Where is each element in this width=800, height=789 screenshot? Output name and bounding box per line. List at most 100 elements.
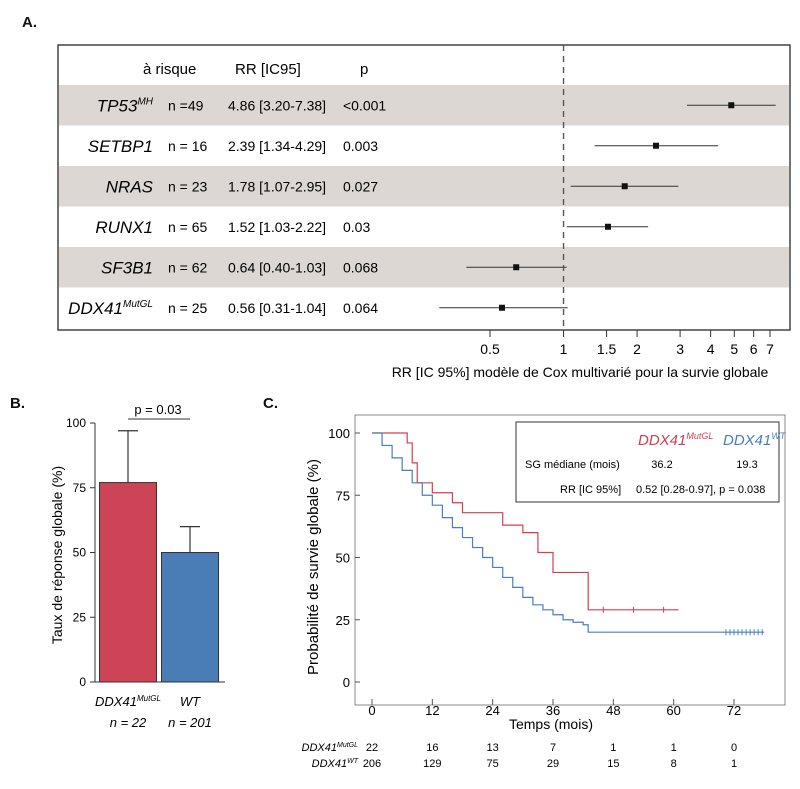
forest-tick-label: 6 bbox=[750, 341, 758, 357]
forest-gene-label: SF3B1 bbox=[101, 258, 153, 277]
forest-gene-label: RUNX1 bbox=[95, 218, 153, 237]
legend-mut-label: DDX41MutGL bbox=[638, 431, 713, 449]
risk-wt-count: 75 bbox=[487, 758, 499, 770]
risk-mut-count: 7 bbox=[550, 742, 556, 754]
forest-n: n = 65 bbox=[168, 219, 208, 235]
legend-mut-name: DDX41 bbox=[638, 432, 686, 449]
bar-n-label: n = 22 bbox=[110, 715, 147, 730]
forest-xlabel: RR [IC 95%] modèle de Cox multivarié pou… bbox=[392, 364, 769, 380]
bar-ylabel: Taux de réponse globale (%) bbox=[49, 466, 65, 644]
forest-rr-text: 0.64 [0.40-1.03] bbox=[228, 259, 326, 275]
legend-median-wt: 19.3 bbox=[736, 459, 757, 471]
km-xlabel: Temps (mois) bbox=[509, 716, 593, 732]
km-ylabel: Probabilité de survie globale (%) bbox=[305, 459, 322, 675]
km-survival-chart: Probabilité de survie globale (%) 0 25 50 7… bbox=[302, 414, 787, 770]
bar-category-sup: MutGL bbox=[137, 694, 161, 703]
gene-name: SF3B1 bbox=[101, 258, 153, 277]
gene-sup: MutGL bbox=[123, 299, 153, 310]
bar-category-name: DDX41 bbox=[95, 694, 137, 709]
risk-wt-count: 29 bbox=[547, 758, 559, 770]
legend-wt-sup: WT bbox=[771, 431, 786, 441]
forest-tick-label: 7 bbox=[766, 341, 774, 357]
forest-tick-label: 4 bbox=[707, 341, 715, 357]
forest-frame bbox=[57, 44, 791, 331]
bar-n-label: n = 201 bbox=[168, 715, 212, 730]
forest-n: n = 16 bbox=[168, 138, 208, 154]
forest-gene-label: DDX41MutGL bbox=[68, 299, 153, 318]
risk-mut-count: 1 bbox=[610, 742, 616, 754]
header-rr: RR [IC95] bbox=[235, 61, 301, 78]
km-xtick-label: 48 bbox=[606, 703, 620, 718]
gene-sup: MH bbox=[137, 96, 153, 107]
forest-point bbox=[499, 304, 506, 311]
km-xtick-label: 0 bbox=[368, 703, 375, 718]
risk-mut-name: DDX41 bbox=[302, 742, 337, 754]
gene-name: SETBP1 bbox=[88, 137, 153, 156]
panel-a-label: A. bbox=[22, 14, 37, 31]
km-ytick-label: 100 bbox=[328, 426, 350, 441]
forest-tick-label: 0.5 bbox=[480, 341, 500, 357]
km-ytick-label: 25 bbox=[336, 613, 350, 628]
forest-rr-text: 1.78 [1.07-2.95] bbox=[228, 178, 326, 194]
km-xtick-label: 24 bbox=[485, 703, 499, 718]
risk-wt-name: DDX41 bbox=[312, 758, 347, 770]
km-ytick-label: 50 bbox=[336, 551, 350, 566]
forest-rr-text: 2.39 [1.34-4.29] bbox=[228, 138, 326, 154]
forest-p: 0.064 bbox=[343, 300, 378, 316]
forest-gene-label: NRAS bbox=[106, 177, 154, 196]
risk-mut-label: DDX41MutGL bbox=[302, 742, 359, 754]
response-bar-chart: Taux de réponse globale (%) 0 25 50 75 100 D… bbox=[49, 402, 225, 730]
legend-median-label: SG médiane (mois) bbox=[525, 459, 620, 471]
bar-ytick-label: 75 bbox=[73, 481, 87, 495]
km-xtick-label: 60 bbox=[666, 703, 680, 718]
bar-category-name: WT bbox=[180, 694, 201, 709]
forest-tick-label: 5 bbox=[730, 341, 738, 357]
km-curve-mut bbox=[372, 432, 679, 611]
km-xtick-label: 72 bbox=[727, 703, 741, 718]
forest-point bbox=[728, 102, 735, 109]
forest-p: 0.068 bbox=[343, 259, 378, 275]
risk-mut-count: 16 bbox=[426, 742, 438, 754]
forest-p: 0.003 bbox=[343, 138, 378, 154]
risk-mut-count: 13 bbox=[487, 742, 499, 754]
bar-category-label: WT bbox=[180, 694, 201, 709]
forest-n: n =49 bbox=[168, 97, 204, 113]
forest-tick-label: 1.5 bbox=[597, 341, 617, 357]
km-legend-box bbox=[515, 421, 780, 503]
forest-n: n = 23 bbox=[168, 178, 208, 194]
bar-ytick-label: 0 bbox=[79, 675, 86, 689]
panel-c-label: C. bbox=[263, 395, 278, 412]
forest-n: n = 62 bbox=[168, 259, 208, 275]
risk-mut-sup: MutGL bbox=[337, 742, 358, 749]
forest-tick-label: 3 bbox=[676, 341, 684, 357]
bar-ytick-label: 50 bbox=[73, 546, 87, 560]
forest-tick-label: 1 bbox=[560, 341, 568, 357]
legend-rr-value: 0.52 [0.28-0.97], p = 0.038 bbox=[636, 484, 765, 496]
forest-rr-text: 1.52 [1.03-2.22] bbox=[228, 219, 326, 235]
gene-name: DDX41 bbox=[68, 299, 123, 318]
forest-point bbox=[604, 223, 611, 230]
km-curve-wt bbox=[372, 432, 765, 633]
forest-p: 0.03 bbox=[343, 219, 370, 235]
risk-wt-count: 206 bbox=[363, 758, 381, 770]
risk-mut-count: 22 bbox=[366, 742, 378, 754]
risk-wt-count: 8 bbox=[671, 758, 677, 770]
bar-category-label: DDX41MutGL bbox=[95, 694, 161, 709]
bar-ytick-label: 25 bbox=[73, 610, 87, 624]
forest-point bbox=[652, 142, 659, 149]
forest-rr-text: 4.86 [3.20-7.38] bbox=[228, 97, 326, 113]
km-ytick-label: 75 bbox=[336, 488, 350, 503]
legend-wt-label: DDX41WT bbox=[723, 431, 787, 449]
legend-wt-name: DDX41 bbox=[723, 432, 771, 449]
legend-rr-label: RR [IC 95%] bbox=[560, 484, 621, 496]
risk-wt-sup: WT bbox=[347, 758, 359, 765]
forest-tick-label: 2 bbox=[633, 341, 641, 357]
forest-point bbox=[513, 264, 520, 271]
km-plot-frame bbox=[354, 414, 786, 706]
header-p: p bbox=[360, 61, 368, 78]
forest-row-shade bbox=[59, 247, 789, 288]
forest-gene-label: TP53MH bbox=[97, 96, 154, 115]
km-xtick-label: 12 bbox=[425, 703, 439, 718]
bar bbox=[99, 482, 157, 683]
forest-plot: à risque RR [IC95] p TP53MH n =49 4.86 [3.… bbox=[57, 44, 791, 380]
